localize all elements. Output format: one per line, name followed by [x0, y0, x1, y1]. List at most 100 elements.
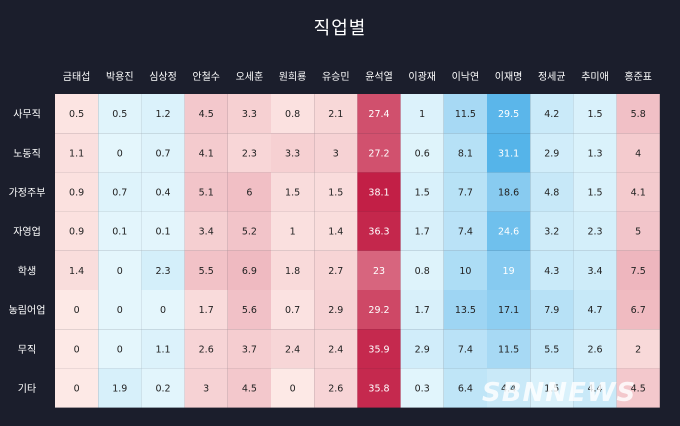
cell-value-label: 0.8 — [285, 109, 300, 120]
heatmap-cell — [184, 250, 228, 290]
heatmap-cell — [400, 211, 444, 251]
heatmap-cell — [98, 211, 142, 251]
cell-value-label: 2.6 — [587, 344, 602, 355]
cell-value-label: 6 — [246, 188, 252, 199]
cell-value-label: 2.6 — [328, 384, 343, 395]
cell-value-label: 35.8 — [368, 384, 389, 395]
cell-value-label: 29.5 — [498, 109, 519, 120]
cell-value-label: 6.9 — [242, 266, 257, 277]
cell-value-label: 0 — [160, 305, 166, 316]
heatmap-cell — [573, 211, 617, 251]
cell-value-label: 0 — [117, 148, 123, 159]
heatmap-cell — [616, 329, 660, 369]
column-label: 원희룡 — [279, 71, 307, 83]
heatmap-cell — [530, 290, 574, 330]
heatmap-cell — [573, 133, 617, 173]
row-label: 사무직 — [13, 109, 41, 121]
heatmap-cell — [314, 368, 358, 408]
cell-value-label: 2.9 — [328, 305, 343, 316]
cell-value-label: 5 — [635, 227, 641, 238]
heatmap-cell — [141, 172, 185, 212]
heatmap-cell — [98, 250, 142, 290]
cell-value-label: 0.5 — [69, 109, 84, 120]
heatmap-cell — [530, 94, 574, 134]
row-label: 농림어업 — [9, 304, 46, 317]
heatmap-cell — [443, 133, 487, 173]
heatmap-cells: 0.5 0.5 1.2 4.5 3.3 0.8 2.1 27.4 1 11.5 29.5 4.2 1.5… — [55, 94, 660, 408]
cell-value-label: 10 — [459, 266, 471, 277]
heatmap-cell — [141, 94, 185, 134]
heatmap-cell — [443, 290, 487, 330]
heatmap-cell — [616, 250, 660, 290]
cell-value-label: 3.3 — [285, 148, 300, 159]
heatmap-cell — [314, 172, 358, 212]
cell-value-label: 1 — [290, 227, 296, 238]
column-label: 정세균 — [538, 71, 566, 83]
cell-value-label: 1.3 — [587, 148, 602, 159]
cell-value-label: 0.9 — [69, 227, 84, 238]
heatmap-cell — [357, 250, 401, 290]
heatmap-cell — [616, 211, 660, 251]
cell-value-label: 4.7 — [587, 305, 602, 316]
heatmap-cell — [487, 94, 531, 134]
cell-value-label: 7.4 — [458, 227, 473, 238]
column-label: 금태섭 — [63, 71, 91, 83]
heatmap-cell — [487, 211, 531, 251]
cell-value-label: 2.9 — [544, 148, 559, 159]
cell-value-label: 1.4 — [328, 227, 343, 238]
heatmap-cell — [443, 172, 487, 212]
cell-value-label: 4.8 — [544, 188, 559, 199]
cell-value-label: 3.2 — [544, 227, 559, 238]
heatmap-cell — [443, 329, 487, 369]
cell-value-label: 4 — [635, 148, 641, 159]
heatmap-cell — [616, 94, 660, 134]
heatmap-cell — [357, 133, 401, 173]
heatmap-cell — [184, 172, 228, 212]
heatmap-cell — [55, 368, 99, 408]
cell-value-label: 1.7 — [415, 305, 430, 316]
heatmap-cell — [184, 211, 228, 251]
heatmap-cell — [357, 290, 401, 330]
heatmap-cell — [530, 172, 574, 212]
heatmap-cell — [227, 133, 271, 173]
heatmap-cell — [573, 172, 617, 212]
heatmap-cell — [573, 368, 617, 408]
column-label: 이광재 — [408, 71, 436, 83]
cell-value-label: 0 — [290, 384, 296, 395]
cell-value-label: 5.2 — [242, 227, 257, 238]
cell-value-label: 1.7 — [415, 227, 430, 238]
cell-value-label: 38.1 — [368, 188, 389, 199]
cell-value-label: 6.7 — [631, 305, 646, 316]
cell-value-label: 1.5 — [544, 384, 559, 395]
heatmap-cell — [357, 172, 401, 212]
cell-value-label: 1.1 — [69, 148, 84, 159]
cell-value-label: 7.9 — [544, 305, 559, 316]
cell-value-label: 7.4 — [458, 344, 473, 355]
watermark-logo: SBNNEWS — [482, 378, 637, 408]
heatmap-cell — [487, 329, 531, 369]
heatmap-cell — [530, 329, 574, 369]
heatmap-cell — [400, 250, 444, 290]
heatmap-cell — [443, 250, 487, 290]
cell-value-label: 1.5 — [587, 188, 602, 199]
cell-value-label: 2.3 — [155, 266, 170, 277]
heatmap-cell — [98, 133, 142, 173]
cell-value-label: 8.1 — [458, 148, 473, 159]
cell-value-label: 5.5 — [544, 344, 559, 355]
heatmap-cell — [141, 133, 185, 173]
heatmap-cell — [400, 290, 444, 330]
cell-value-label: 0.7 — [285, 305, 300, 316]
cell-value-label: 18.6 — [498, 188, 519, 199]
cell-value-label: 4.2 — [544, 109, 559, 120]
heatmap-cell — [98, 368, 142, 408]
heatmap-cell — [55, 329, 99, 369]
row-label: 무직 — [18, 344, 36, 356]
column-label: 안철수 — [192, 71, 220, 83]
cell-value-label: 5.8 — [631, 109, 646, 120]
heatmap-cell — [487, 172, 531, 212]
column-label: 홍준표 — [624, 70, 652, 83]
heatmap-cell — [141, 211, 185, 251]
heatmap-cell — [314, 211, 358, 251]
heatmap-cell — [184, 329, 228, 369]
cell-value-label: 27.4 — [368, 109, 389, 120]
